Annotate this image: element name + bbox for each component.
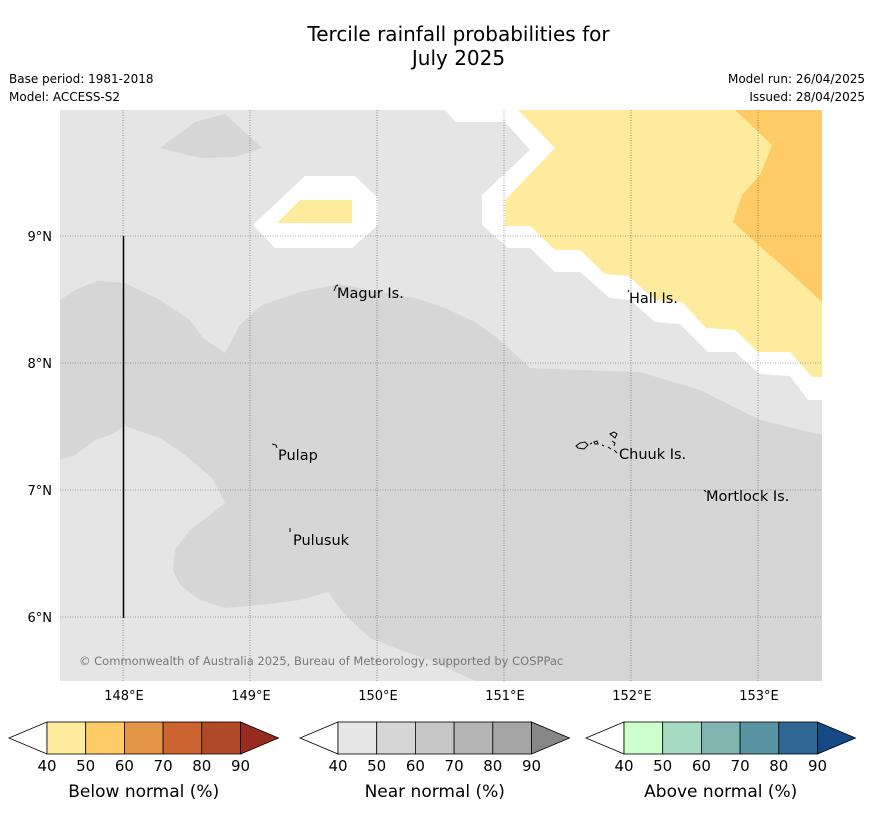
meta-left: Base period: 1981-2018 Model: ACCESS-S2: [9, 70, 154, 106]
above-normal-colorbar-low-extend: [584, 721, 625, 755]
near-normal-colorbar-cell: [337, 721, 378, 755]
near-normal-colorbar-tick-label: 70: [445, 757, 464, 775]
near-normal-colorbar-cell: [376, 721, 416, 755]
lat-tick-8: 8°N: [28, 357, 53, 372]
lat-tick-9: 9°N: [28, 230, 53, 245]
above-normal-colorbar-cell: [662, 721, 702, 755]
near-normal-colorbar-tick-label: 40: [328, 757, 347, 775]
lon-tick-148: 148°E: [104, 689, 144, 704]
above-normal-colorbar-tick-label: 70: [731, 757, 750, 775]
above-normal-colorbar-cell: [778, 721, 818, 755]
near-normal-colorbar-tick-label: 80: [483, 757, 502, 775]
meta-right: Model run: 26/04/2025 Issued: 28/04/2025: [728, 70, 865, 106]
lon-tick-150: 150°E: [358, 689, 398, 704]
place-label-chuuk: Chuuk Is.: [619, 447, 686, 463]
above-normal-colorbar-tick-label: 60: [692, 757, 711, 775]
above-normal-colorbar-title: Above normal (%): [644, 782, 797, 802]
map-area[interactable]: Magur Is. Hall Is. Pulap Chuuk Is. Mortl…: [60, 110, 822, 681]
copyright-notice: © Commonwealth of Australia 2025, Bureau…: [79, 654, 563, 668]
below-normal-colorbar-tick-label: 80: [192, 757, 211, 775]
model-run: Model run: 26/04/2025: [727, 72, 865, 86]
near-normal-50-60-region: [60, 281, 822, 681]
above-normal-colorbar-cell: [701, 721, 741, 755]
below-normal-colorbar-high-extend: [240, 721, 280, 755]
above-normal-colorbar-tick-label: 50: [653, 757, 672, 775]
above-normal-colorbar-tick-label: 90: [808, 757, 827, 775]
below-normal-40-50-patch: [277, 200, 352, 223]
near-normal-colorbar-tick-label: 60: [406, 757, 425, 775]
below-normal-colorbar-cell: [85, 721, 125, 755]
below-normal-colorbar-tick-label: 60: [115, 757, 134, 775]
lat-tick-6: 6°N: [28, 611, 53, 626]
above-normal-colorbar-tick-label: 40: [614, 757, 633, 775]
lon-tick-151: 151°E: [485, 689, 525, 704]
model-name: Model: ACCESS-S2: [9, 90, 121, 104]
above-normal-colorbar-high-extend: [817, 721, 857, 755]
place-label-mortlock: Mortlock Is.: [706, 489, 789, 505]
near-normal-colorbar-cell: [453, 721, 494, 755]
near-normal-colorbar-tick-label: 50: [367, 757, 386, 775]
lon-tick-152: 152°E: [612, 689, 652, 704]
lon-tick-149: 149°E: [231, 689, 271, 704]
below-normal-colorbar-low-extend: [7, 721, 48, 755]
below-normal-colorbar-tick-label: 50: [76, 757, 95, 775]
below-normal-40-50-region: [505, 110, 822, 377]
above-normal-colorbar: 40 50 60 70 80 90 Above normal (%): [584, 721, 857, 802]
place-label-pulusuk: Pulusuk: [293, 533, 350, 549]
island-outlines: [271, 284, 707, 532]
place-label-pulap: Pulap: [278, 448, 318, 464]
below-normal-colorbar-title: Below normal (%): [68, 782, 219, 802]
lon-tick-153: 153°E: [739, 689, 779, 704]
map-title: Tercile rainfall probabilities for July …: [0, 22, 873, 70]
near-normal-50-60-patch: [160, 114, 262, 158]
above-normal-colorbar-cell: [739, 721, 780, 755]
near-normal-colorbar-cell: [414, 721, 455, 755]
above-normal-colorbar-cell: [623, 721, 664, 755]
hall-island-outline: [627, 289, 630, 293]
mortlock-island-outline: [703, 489, 707, 493]
title-line-2: July 2025: [411, 46, 506, 70]
below-normal-colorbar-cell: [124, 721, 164, 755]
below-normal-50-60-region: [733, 110, 822, 302]
below-normal-colorbar-cell: [162, 721, 203, 755]
base-period: Base period: 1981-2018: [9, 72, 154, 86]
below-normal-colorbar-cell: [201, 721, 241, 755]
below-normal-colorbar-tick-label: 40: [37, 757, 56, 775]
below-normal-colorbar: 40 50 60 70 80 90 Below normal (%): [7, 721, 280, 802]
near-normal-colorbar: 40 50 60 70 80 90 Near normal (%): [298, 721, 571, 802]
above-normal-colorbar-tick-label: 80: [769, 757, 788, 775]
near-normal-colorbar-low-extend: [298, 721, 339, 755]
near-normal-colorbar-tick-label: 90: [522, 757, 541, 775]
lat-tick-7: 7°N: [28, 484, 53, 499]
chuuk-island-outline: [575, 431, 618, 454]
place-label-hall: Hall Is.: [629, 291, 678, 307]
near-normal-colorbar-high-extend: [531, 721, 571, 755]
place-label-magur: Magur Is.: [337, 286, 404, 302]
magur-island-outline: [333, 284, 339, 292]
pulap-island-outline: [271, 443, 278, 449]
near-normal-colorbar-title: Near normal (%): [365, 782, 505, 802]
near-normal-colorbar-cell: [492, 721, 532, 755]
issued-date: Issued: 28/04/2025: [749, 90, 865, 104]
title-line-1: Tercile rainfall probabilities for: [307, 22, 610, 46]
below-normal-colorbar-tick-label: 70: [154, 757, 173, 775]
legend-group: 40 50 60 70 80 90 Below normal (%) 40 50 60 70 80 90…: [7, 721, 857, 802]
below-normal-colorbar-cell: [46, 721, 87, 755]
below-normal-colorbar-tick-label: 90: [231, 757, 250, 775]
